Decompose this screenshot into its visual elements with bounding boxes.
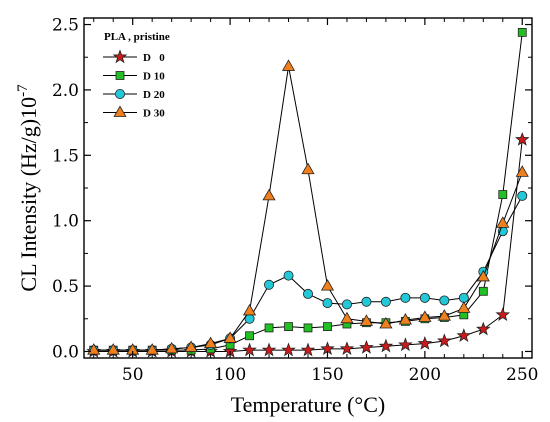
data-point [264, 279, 275, 290]
data-point [439, 295, 450, 306]
data-point [301, 162, 315, 175]
legend-item: D 0 [103, 49, 165, 64]
series-triangle [87, 59, 529, 355]
data-point [322, 298, 333, 309]
data-point [379, 316, 393, 329]
legend: PLA , pristine D 0 D 10 D 20 D 30 [103, 31, 170, 120]
legend-marker [112, 49, 128, 64]
x-tick-label: 100 [214, 365, 246, 385]
data-point [400, 292, 411, 303]
data-point [245, 331, 254, 341]
data-point [359, 339, 374, 354]
axes-layer: 50 100 150 200 250 0.0 0.5 1.0 1.5 2.0 2.5 [52, 16, 539, 385]
data-point [300, 342, 316, 357]
y-tick-label: 0.0 [52, 342, 79, 362]
x-tick-label: 250 [506, 365, 538, 385]
data-point [204, 336, 218, 349]
x-tick-label: 150 [311, 365, 343, 385]
data-point [417, 335, 433, 350]
legend-title: PLA , pristine [104, 31, 170, 43]
data-point [302, 288, 313, 299]
legend-label: D 30 [143, 108, 165, 120]
data-point [264, 323, 274, 333]
data-point [456, 328, 472, 342]
data-point [283, 270, 294, 281]
legend-label: D 0 [143, 52, 165, 64]
x-tick-label: 50 [122, 365, 144, 385]
data-point [339, 341, 355, 356]
y-tick-label: 0.5 [52, 277, 79, 297]
data-point [281, 59, 296, 71]
data-point [284, 322, 293, 332]
data-point [223, 331, 237, 343]
data-point [378, 338, 394, 353]
y-tick-label: 2.0 [52, 81, 79, 101]
data-point [498, 190, 508, 199]
x-axis-title: Temperature (°C) [231, 392, 385, 417]
data-point [457, 301, 471, 313]
data-point [419, 292, 430, 303]
data-point [281, 342, 296, 357]
y-tick-label: 2.5 [52, 16, 79, 36]
x-tick-label: 200 [409, 365, 441, 385]
data-point [398, 337, 413, 352]
data-point [242, 303, 257, 316]
data-point [320, 279, 335, 291]
data-point [184, 340, 198, 352]
data-point [261, 342, 277, 357]
data-point [517, 27, 527, 37]
data-point [340, 311, 354, 324]
data-point [476, 269, 490, 282]
data-point [242, 342, 257, 357]
legend-item: D 20 [103, 89, 165, 101]
data-point [495, 307, 511, 322]
data-point [262, 188, 276, 201]
data-point [380, 296, 391, 307]
data-point [517, 190, 528, 201]
legend-marker [115, 89, 126, 100]
y-tick-label: 1.5 [52, 146, 79, 166]
legend-item: D 30 [103, 105, 165, 120]
data-point [165, 341, 179, 354]
data-point [359, 314, 374, 326]
data-point [458, 292, 469, 303]
data-point [341, 299, 352, 310]
data-point [323, 322, 332, 332]
data-point [496, 216, 510, 228]
data-point [437, 333, 452, 348]
data-point [303, 323, 313, 333]
y-axis-title: CL Intensity (Hz/g)10-7 [15, 84, 41, 292]
legend-label: D 10 [143, 71, 165, 83]
legend-label: D 20 [143, 89, 165, 101]
y-tick-label: 1.0 [52, 212, 79, 232]
data-point [514, 131, 530, 146]
data-point [478, 286, 488, 296]
legend-marker [113, 105, 127, 117]
data-point [437, 309, 451, 321]
data-point [398, 313, 412, 325]
data-point [418, 310, 432, 322]
legend-item: D 10 [103, 71, 165, 83]
data-point [515, 165, 529, 177]
series-layer [86, 27, 530, 358]
legend-marker [115, 71, 125, 80]
data-point [476, 321, 491, 336]
data-point [361, 296, 372, 307]
